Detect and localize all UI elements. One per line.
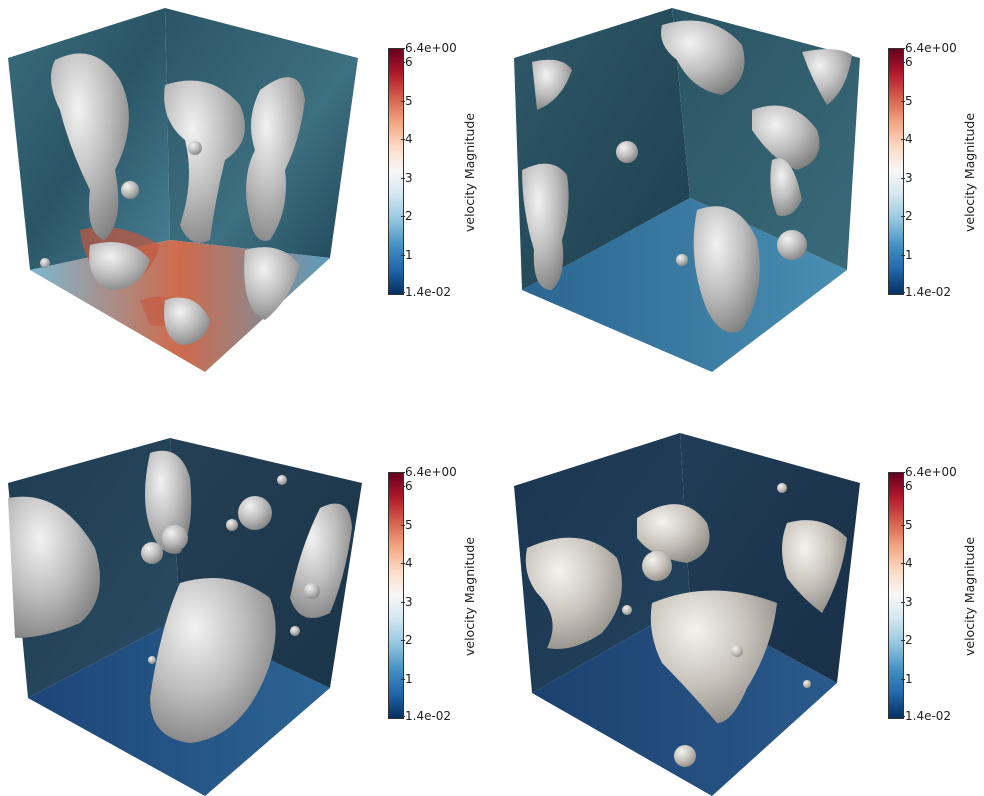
- colorbar-tick-1: 1: [901, 248, 913, 262]
- colorbar-tick-6: 6: [401, 55, 413, 69]
- colorbar-max-label: 6.4e+00: [401, 41, 457, 55]
- panel-4: 6.4e+00 6 5 4 3 2 1 1.4e-02 velocity Mag…: [492, 398, 984, 796]
- panel-2: 6.4e+00 6 5 4 3 2 1 1.4e-02 velocity Mag…: [492, 0, 984, 398]
- colorbar-tick-4: 4: [401, 556, 413, 570]
- colorbar-tick-2: 2: [401, 209, 413, 223]
- isosurface-blobs: [522, 20, 852, 333]
- colorbar-tick-5: 5: [901, 94, 913, 108]
- colorbar: [388, 48, 404, 295]
- colorbar-tick-5: 5: [401, 94, 413, 108]
- volume-render-2: [514, 8, 860, 372]
- panel-1: 6.4e+00 6 5 4 3 2 1 1.4e-02 velocity Mag…: [0, 0, 492, 398]
- colorbar: [888, 48, 904, 295]
- isosurface-blobs: [8, 450, 352, 743]
- colorbar-tick-2: 2: [901, 209, 913, 223]
- isosurface-blobs: [40, 53, 305, 345]
- colorbar-min-label: 1.4e-02: [900, 285, 952, 299]
- colorbar-tick-6: 6: [901, 55, 913, 69]
- colorbar-title: velocity Magnitude: [462, 536, 477, 656]
- colorbar-title: velocity Magnitude: [962, 112, 977, 232]
- colorbar-tick-3: 3: [401, 171, 413, 185]
- colorbar: [888, 472, 904, 719]
- volume-render-4: [514, 433, 860, 796]
- colorbar-title: velocity Magnitude: [462, 112, 477, 232]
- colorbar-max-label: 6.4e+00: [901, 41, 957, 55]
- isosurface-blobs: [525, 483, 847, 767]
- colorbar-title: velocity Magnitude: [962, 536, 977, 656]
- colorbar-tick-5: 5: [401, 518, 413, 532]
- colorbar-tick-5: 5: [901, 518, 913, 532]
- colorbar-tick-2: 2: [401, 633, 413, 647]
- colorbar-tick-1: 1: [401, 248, 413, 262]
- colorbar-tick-1: 1: [401, 672, 413, 686]
- colorbar-max-label: 6.4e+00: [901, 465, 957, 479]
- volume-render-1: [8, 8, 358, 372]
- colorbar-tick-4: 4: [401, 132, 413, 146]
- volume-render-3: [8, 438, 362, 796]
- colorbar-tick-3: 3: [401, 595, 413, 609]
- colorbar-min-label: 1.4e-02: [400, 285, 452, 299]
- colorbar-tick-2: 2: [901, 633, 913, 647]
- colorbar-min-label: 1.4e-02: [400, 709, 452, 723]
- colorbar-tick-4: 4: [901, 132, 913, 146]
- colorbar-tick-3: 3: [901, 171, 913, 185]
- colorbar-min-label: 1.4e-02: [900, 709, 952, 723]
- colorbar: [388, 472, 404, 719]
- colorbar-tick-4: 4: [901, 556, 913, 570]
- colorbar-tick-6: 6: [401, 479, 413, 493]
- panel-3: 6.4e+00 6 5 4 3 2 1 1.4e-02 velocity Mag…: [0, 398, 492, 796]
- colorbar-max-label: 6.4e+00: [401, 465, 457, 479]
- colorbar-tick-6: 6: [901, 479, 913, 493]
- colorbar-tick-1: 1: [901, 672, 913, 686]
- colorbar-tick-3: 3: [901, 595, 913, 609]
